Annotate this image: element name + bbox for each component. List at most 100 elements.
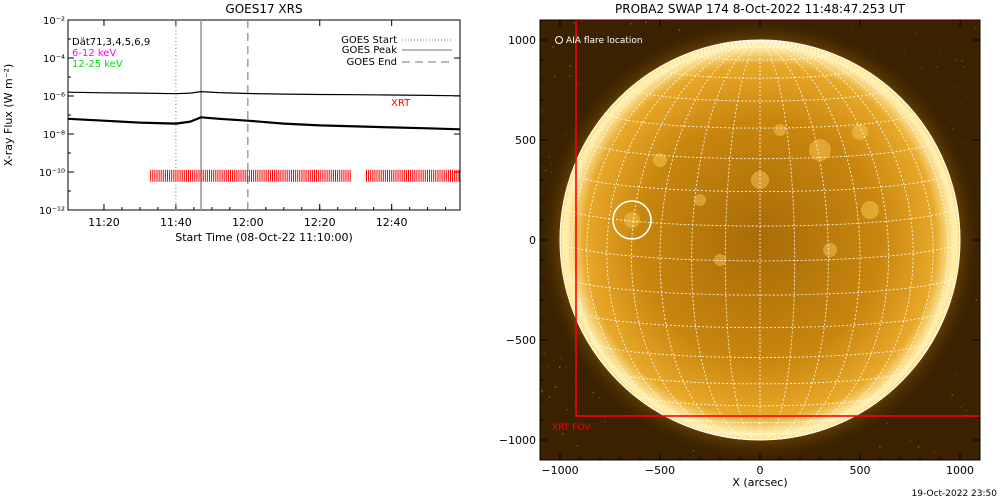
goes-x-axis: 11:20 11:40 12:00 12:20 12:40	[88, 20, 447, 229]
noise-speck	[572, 22, 575, 24]
noise-speck	[933, 451, 936, 454]
grid-line	[571, 40, 761, 432]
flare-circle	[612, 200, 652, 240]
goes-x-tick-label: 12:20	[304, 216, 336, 229]
swap-y-tick-label: 1000	[508, 34, 536, 47]
noise-speck	[954, 86, 956, 88]
noise-speck	[939, 51, 941, 53]
noise-speck	[657, 440, 659, 443]
noise-speck	[552, 46, 554, 49]
swap-title: PROBA2 SWAP 174 8-Oct-2022 11:48:47.253 …	[615, 2, 906, 16]
grid-line	[571, 308, 949, 329]
goes-chart-title: GOES17 XRS	[225, 2, 302, 16]
noise-speck	[945, 93, 947, 96]
noise-speck	[850, 26, 852, 28]
noise-speck	[559, 366, 561, 368]
swap-x-tick-label: −1000	[541, 464, 578, 477]
noise-speck	[914, 32, 916, 35]
active-region-brightening	[774, 124, 786, 136]
grid-line	[659, 40, 761, 440]
noise-speck	[909, 439, 912, 442]
noise-speck	[958, 20, 960, 23]
swap-axes: −1000 −500 0 500 1000 −1000 −500 0 500 1000	[499, 20, 980, 477]
noise-speck	[938, 444, 940, 447]
noise-speck	[851, 25, 853, 28]
noise-speck	[545, 169, 547, 172]
grid-line	[661, 413, 859, 424]
noise-speck	[541, 390, 543, 392]
grid-line	[691, 52, 829, 61]
goes-x-tick-label: 11:20	[88, 216, 120, 229]
noise-speck	[951, 394, 953, 396]
noise-speck	[963, 66, 965, 68]
grid-line	[587, 340, 933, 359]
xrt-coverage-ticks	[150, 169, 460, 182]
noise-speck	[554, 386, 557, 388]
noise-speck	[586, 27, 588, 29]
noise-speck	[827, 23, 830, 25]
flare-legend-icon	[555, 36, 563, 44]
noise-speck	[969, 452, 972, 455]
grid-line	[759, 40, 949, 432]
active-region-brightening	[809, 139, 831, 161]
active-region-brightening	[714, 254, 726, 266]
goes-y-tick-label: 10⁻⁸	[43, 130, 65, 141]
noise-speck	[551, 113, 554, 115]
noise-speck	[617, 51, 620, 53]
grid-line	[562, 40, 761, 410]
legend-goes-peak: GOES Peak	[342, 45, 397, 56]
legend-12-25kev: 12-25 keV	[72, 59, 123, 70]
noise-speck	[554, 76, 556, 78]
heliographic-grid	[559, 39, 961, 441]
noise-speck	[604, 420, 606, 422]
grid-line	[759, 40, 934, 438]
xrt-label: XRT	[391, 98, 411, 109]
noise-speck	[974, 26, 977, 29]
noise-speck	[579, 41, 582, 43]
noise-speck	[541, 109, 543, 112]
goes-y-tick-label: 10⁻⁶	[43, 92, 65, 103]
noise-speck	[960, 103, 962, 105]
noise-speck	[645, 437, 648, 439]
grid-line	[559, 239, 961, 262]
grid-line	[759, 40, 861, 440]
noise-speck	[548, 396, 551, 398]
noise-speck	[565, 365, 567, 368]
noise-speck	[566, 408, 568, 411]
noise-speck	[622, 443, 625, 446]
flare-legend-label: AIA flare location	[566, 36, 643, 46]
grid-line	[759, 40, 829, 440]
noise-speck	[962, 404, 965, 407]
goes-y-tick-label: 10⁻²	[43, 16, 65, 27]
swap-x-axis-label: X (arcsec)	[732, 476, 787, 489]
noise-speck	[547, 365, 549, 368]
noise-speck	[630, 23, 632, 25]
noise-speck	[548, 156, 550, 158]
noise-speck	[959, 406, 962, 409]
noise-speck	[903, 50, 905, 52]
legend-6-12kev: 6-12 keV	[72, 48, 116, 59]
legend-goes-end: GOES End	[347, 57, 397, 68]
noise-speck	[540, 294, 542, 297]
noise-speck	[964, 141, 966, 143]
xrt-fov-box	[575, 20, 980, 417]
noise-speck	[543, 352, 546, 355]
noise-speck	[917, 446, 920, 448]
noise-speck	[920, 67, 923, 69]
noise-speck	[576, 445, 579, 447]
noise-speck	[569, 75, 571, 77]
noise-speck	[592, 391, 594, 394]
goes-y-axis-label: X-ray Flux (W m⁻²)	[2, 64, 15, 166]
grid-line	[586, 40, 761, 438]
limb-circle	[559, 39, 961, 441]
goes-x-tick-label: 12:00	[232, 216, 264, 229]
legend-goes-start: GOES Start	[341, 35, 397, 46]
noise-speck	[973, 354, 975, 357]
active-region-brightening	[861, 201, 879, 219]
grid-line	[759, 40, 914, 438]
noise-speck	[927, 56, 930, 58]
active-region-brightening	[852, 124, 868, 140]
footer-timestamp: 19-Oct-2022 23:50	[912, 489, 998, 499]
grid-line	[724, 43, 796, 49]
